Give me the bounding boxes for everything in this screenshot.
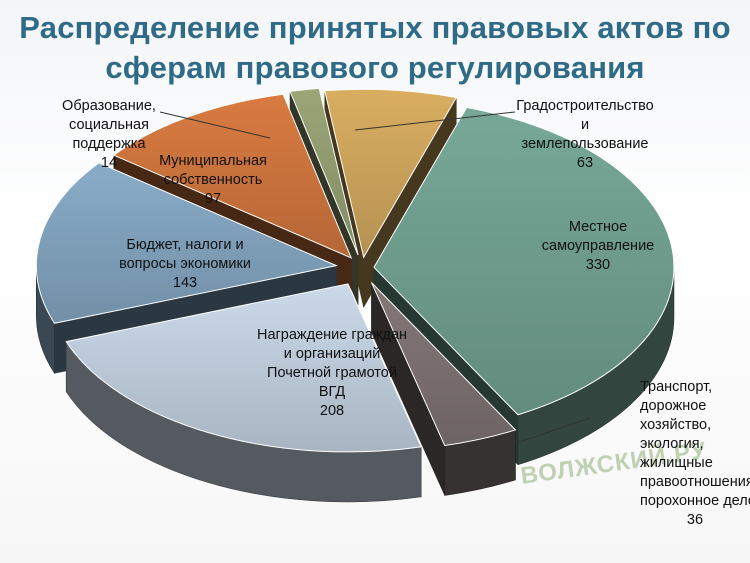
slice-label-2: Транспорт, дорожное хозяйство, экология, жил… [640, 378, 750, 530]
slice-label-2-line-1: Транспорт, [640, 379, 713, 395]
slice-label-3: Награждение граждан и организаций Почетной… [232, 326, 432, 421]
pie-slice-6 [289, 87, 359, 256]
slice-label-2-line-6: правоотношения, [640, 474, 750, 490]
slice-label-5-line-1: Муниципальная [159, 153, 267, 169]
slice-value-3: 208 [319, 403, 345, 419]
slice-label-6-line-3: поддержка [72, 136, 146, 152]
pie-slice-7 [324, 88, 458, 259]
leader-line-2 [504, 417, 591, 448]
slice-label-5-line-2: собственность [163, 172, 263, 188]
slice-label-1-line-2: самоуправление [541, 238, 655, 254]
slice-value-5: 97 [204, 191, 222, 207]
slice-label-2-line-5: жилищные [640, 455, 713, 471]
pie-slice-5 [112, 93, 353, 259]
pie-slice-2 [371, 282, 517, 446]
slice-label-3-line-2: и организаций [283, 346, 381, 362]
slice-label-4: Бюджет, налоги и вопросы экономики 143 [90, 236, 280, 293]
slice-value-6: 14 [100, 155, 118, 171]
slice-label-7: Градостроительство и землепользование 63 [510, 97, 660, 173]
chart-title-line-1: Распределение принятых правовых актов по [19, 10, 731, 45]
slice-label-7-line-1: Градостроительство [516, 98, 654, 114]
slice-label-2-line-2: дорожное [640, 398, 707, 414]
pie-slice-4 [35, 162, 338, 324]
slice-value-1: 330 [585, 257, 611, 273]
slice-label-2-line-3: хозяйство, [640, 417, 712, 433]
slice-label-1-line-1: Местное [568, 219, 628, 235]
slice-label-1: Местное самоуправление 330 [528, 218, 668, 275]
pie-slice-3 [65, 283, 422, 453]
chart-title-line-2: сферам правового регулирования [105, 50, 645, 85]
slice-label-7-line-2: и [580, 117, 590, 133]
slice-label-5: Муниципальная собственность 97 [148, 152, 278, 209]
leader-line-7 [354, 111, 516, 131]
slice-label-6-line-1: Образование, [62, 98, 156, 114]
slice-label-3-line-1: Награждение граждан [256, 327, 408, 343]
slice-label-6: Образование, социальная поддержка 14 [44, 97, 174, 173]
slice-label-2-line-7: порохонное дело [640, 493, 750, 509]
slice-label-3-line-3: Почетной грамотой [267, 365, 397, 381]
pie-slice-1 [373, 106, 675, 416]
slice-value-4: 143 [172, 275, 198, 291]
slice-value-2: 36 [686, 512, 704, 528]
slice-value-7: 63 [576, 155, 594, 171]
slice-label-2-line-4: экология, [640, 436, 704, 452]
slice-label-4-line-2: вопросы экономики [119, 256, 251, 272]
leader-line-6 [159, 111, 271, 139]
chart-title: Распределение принятых правовых актов по… [0, 8, 750, 88]
slice-label-6-line-2: социальная [69, 117, 149, 133]
slice-label-3-line-4: ВГД [318, 384, 346, 400]
slice-label-7-line-3: землепользование [521, 136, 649, 152]
slice-label-4-line-1: Бюджет, налоги и [126, 237, 244, 253]
